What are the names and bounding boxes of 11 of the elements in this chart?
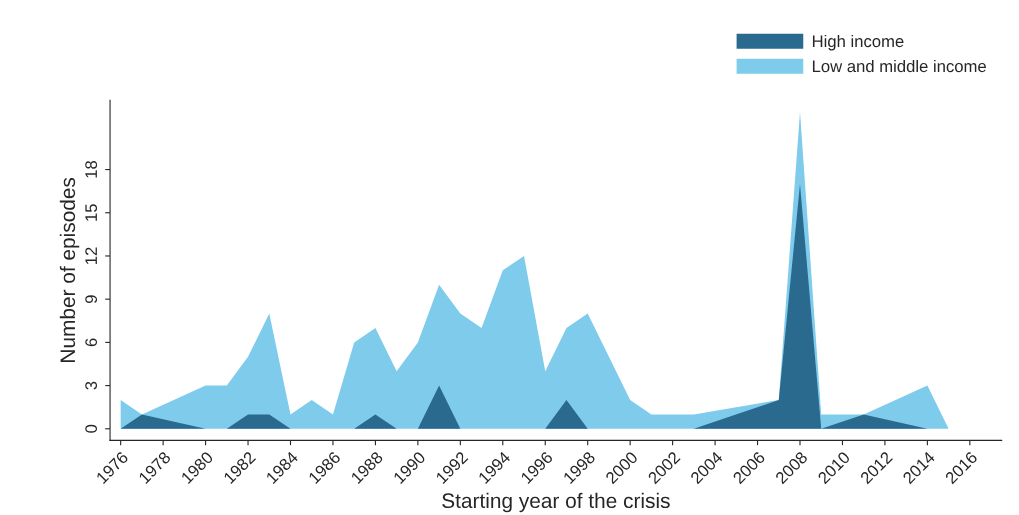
y-axis-title: Number of episodes [59, 177, 80, 362]
y-tick-label: 0 [85, 424, 98, 433]
y-tick-label: 6 [85, 338, 98, 347]
y-tick-label: 3 [85, 381, 98, 390]
x-axis-title: Starting year of the crisis [442, 492, 670, 513]
y-tick-label: 12 [85, 247, 97, 264]
y-tick-label: 9 [85, 295, 98, 304]
legend-label: Low and middle income [812, 59, 986, 73]
legend-label: High income [812, 34, 904, 51]
y-tick-label: 18 [85, 161, 98, 178]
y-tick-label: 15 [85, 204, 98, 221]
